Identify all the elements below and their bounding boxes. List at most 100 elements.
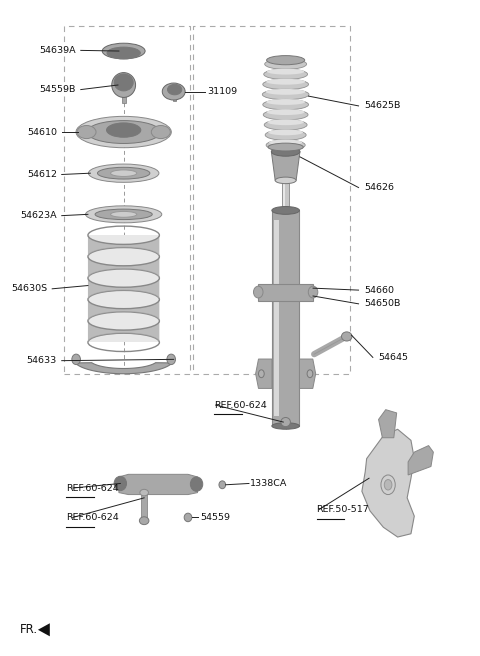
Ellipse shape bbox=[267, 69, 304, 75]
Ellipse shape bbox=[110, 170, 137, 176]
Ellipse shape bbox=[167, 354, 176, 365]
Ellipse shape bbox=[95, 209, 152, 220]
Ellipse shape bbox=[140, 489, 148, 496]
Polygon shape bbox=[88, 278, 159, 300]
Ellipse shape bbox=[266, 109, 305, 115]
Ellipse shape bbox=[263, 79, 309, 90]
Ellipse shape bbox=[102, 43, 145, 59]
Polygon shape bbox=[300, 359, 316, 388]
Text: 54645: 54645 bbox=[379, 353, 408, 362]
Text: 54625B: 54625B bbox=[364, 102, 401, 110]
Ellipse shape bbox=[341, 332, 352, 341]
Ellipse shape bbox=[107, 123, 141, 137]
Bar bbox=[258, 283, 313, 300]
Ellipse shape bbox=[97, 167, 150, 179]
Ellipse shape bbox=[264, 69, 308, 79]
Polygon shape bbox=[88, 256, 159, 278]
Ellipse shape bbox=[88, 164, 159, 182]
Text: 54660: 54660 bbox=[364, 285, 394, 295]
Ellipse shape bbox=[281, 417, 290, 426]
Ellipse shape bbox=[107, 47, 140, 59]
Ellipse shape bbox=[267, 119, 304, 125]
Polygon shape bbox=[362, 429, 414, 537]
Ellipse shape bbox=[268, 129, 303, 135]
Text: 54610: 54610 bbox=[27, 127, 57, 136]
Polygon shape bbox=[271, 152, 300, 180]
Ellipse shape bbox=[162, 83, 185, 100]
Text: 54612: 54612 bbox=[27, 170, 57, 179]
Text: 1338CA: 1338CA bbox=[250, 479, 288, 488]
Ellipse shape bbox=[275, 177, 296, 184]
Ellipse shape bbox=[268, 143, 303, 151]
Polygon shape bbox=[379, 409, 396, 438]
Ellipse shape bbox=[72, 354, 81, 365]
Ellipse shape bbox=[151, 125, 170, 138]
Ellipse shape bbox=[259, 370, 264, 378]
Ellipse shape bbox=[266, 89, 305, 95]
Bar bbox=[122, 87, 126, 102]
Text: FR.: FR. bbox=[20, 623, 38, 636]
Bar bbox=[283, 182, 285, 209]
Polygon shape bbox=[75, 363, 172, 374]
Ellipse shape bbox=[269, 140, 302, 146]
Text: 54650B: 54650B bbox=[364, 299, 401, 308]
Ellipse shape bbox=[114, 476, 127, 491]
Text: 54626: 54626 bbox=[364, 183, 394, 192]
Ellipse shape bbox=[184, 513, 192, 522]
Text: REF.60-624: REF.60-624 bbox=[67, 513, 119, 522]
Bar bbox=[282, 180, 289, 211]
Ellipse shape bbox=[266, 56, 305, 65]
Ellipse shape bbox=[114, 74, 133, 91]
Polygon shape bbox=[88, 321, 159, 342]
Ellipse shape bbox=[266, 99, 305, 105]
Text: 54623A: 54623A bbox=[20, 211, 57, 220]
Ellipse shape bbox=[264, 119, 307, 130]
Polygon shape bbox=[256, 359, 272, 388]
Ellipse shape bbox=[110, 211, 137, 217]
Polygon shape bbox=[88, 300, 159, 321]
Ellipse shape bbox=[263, 110, 308, 120]
Bar bbox=[173, 92, 176, 100]
Polygon shape bbox=[119, 474, 197, 495]
Polygon shape bbox=[88, 236, 159, 342]
Ellipse shape bbox=[263, 99, 309, 110]
Text: REF.60-624: REF.60-624 bbox=[67, 483, 119, 493]
Ellipse shape bbox=[271, 147, 300, 156]
Text: 54559B: 54559B bbox=[40, 85, 76, 94]
Ellipse shape bbox=[112, 73, 135, 97]
Ellipse shape bbox=[384, 480, 392, 490]
Ellipse shape bbox=[272, 207, 300, 215]
Bar bbox=[141, 493, 147, 521]
Ellipse shape bbox=[191, 477, 203, 491]
Ellipse shape bbox=[272, 422, 300, 429]
Ellipse shape bbox=[168, 85, 182, 95]
Text: 54633: 54633 bbox=[27, 356, 57, 365]
Ellipse shape bbox=[268, 58, 303, 64]
Polygon shape bbox=[38, 623, 50, 636]
Ellipse shape bbox=[262, 89, 309, 100]
Ellipse shape bbox=[266, 79, 305, 85]
Polygon shape bbox=[408, 445, 433, 475]
Ellipse shape bbox=[381, 475, 395, 495]
Text: 54630S: 54630S bbox=[12, 284, 48, 293]
Text: REF.60-624: REF.60-624 bbox=[214, 401, 267, 409]
Ellipse shape bbox=[76, 116, 171, 148]
Ellipse shape bbox=[77, 125, 96, 138]
Polygon shape bbox=[88, 236, 159, 256]
Bar bbox=[272, 211, 300, 426]
Ellipse shape bbox=[265, 130, 306, 140]
Bar bbox=[274, 220, 278, 416]
Ellipse shape bbox=[307, 370, 313, 378]
Text: 54559: 54559 bbox=[200, 513, 230, 522]
Text: REF.50-517: REF.50-517 bbox=[317, 505, 370, 514]
Ellipse shape bbox=[219, 481, 226, 489]
Ellipse shape bbox=[87, 121, 161, 144]
Ellipse shape bbox=[139, 517, 149, 525]
Ellipse shape bbox=[266, 140, 305, 150]
Text: 54639A: 54639A bbox=[39, 46, 76, 55]
Ellipse shape bbox=[253, 286, 263, 298]
Text: 31109: 31109 bbox=[207, 87, 237, 96]
Ellipse shape bbox=[308, 286, 318, 298]
Ellipse shape bbox=[264, 59, 307, 70]
Ellipse shape bbox=[85, 206, 162, 223]
